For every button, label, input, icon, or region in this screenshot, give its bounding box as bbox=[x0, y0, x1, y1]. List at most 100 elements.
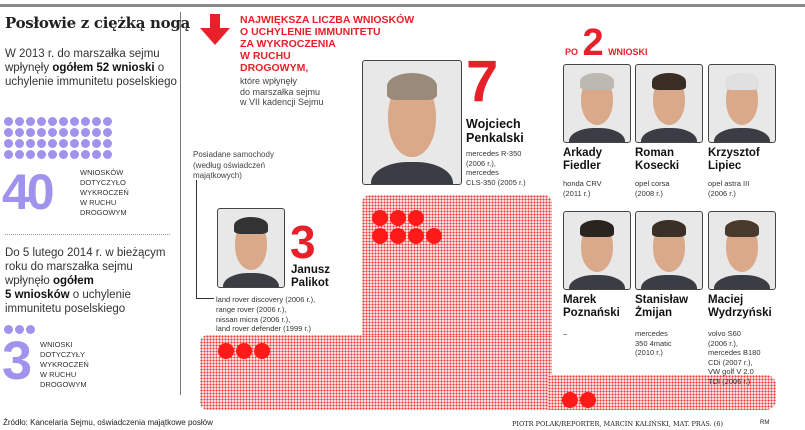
purple-dot bbox=[92, 128, 101, 137]
top-rule bbox=[0, 4, 805, 7]
name-penkalski: Wojciech Penkalski bbox=[466, 117, 524, 145]
text-line: majątkowych) bbox=[193, 171, 242, 180]
text-line: land rover discovery (2006 r.), bbox=[216, 295, 316, 304]
bold-text: 5 wniosków bbox=[5, 289, 70, 301]
count-3: 3 bbox=[290, 216, 316, 268]
purple-dot bbox=[92, 117, 101, 126]
purple-dot bbox=[26, 150, 35, 159]
red-dot bbox=[390, 210, 406, 226]
connector-line bbox=[196, 180, 197, 298]
text-line: WYKROCZEŃ bbox=[40, 360, 89, 369]
text-line: mercedes R-350 bbox=[466, 149, 522, 158]
photo-member bbox=[708, 64, 776, 143]
purple-dot bbox=[81, 139, 90, 148]
text-line: do marszałka sejmu bbox=[240, 86, 321, 97]
text-line: DOTYCZYŁY bbox=[40, 350, 86, 359]
purple-dot bbox=[59, 128, 68, 137]
label-wnioski: WNIOSKI bbox=[608, 47, 648, 57]
pattern-block bbox=[200, 335, 552, 410]
red-dot bbox=[426, 228, 442, 244]
purple-dot bbox=[26, 325, 35, 334]
member-name: Stanisław Żmijan bbox=[635, 294, 688, 320]
purple-dot bbox=[103, 128, 112, 137]
count-7: 7 bbox=[466, 49, 499, 114]
text: Do 5 lutego 2014 r. w bieżącym roku do m… bbox=[5, 247, 166, 287]
purple-dot bbox=[15, 139, 24, 148]
member-name: Krzysztof Lipiec bbox=[708, 147, 760, 173]
text-line: – bbox=[563, 329, 568, 338]
text-line: Kosecki bbox=[635, 160, 680, 172]
photo-member bbox=[563, 64, 631, 143]
text-line: (według oświadczeń bbox=[193, 160, 266, 170]
member-cars: volvo S60 (2006 r.), mercedes B180 CDi (200… bbox=[708, 329, 761, 386]
purple-dot bbox=[4, 117, 13, 126]
red-dot bbox=[236, 343, 252, 359]
headline: NAJWIĘKSZA LICZBA WNIOSKÓW O UCHYLENIE IM… bbox=[240, 14, 414, 74]
text-line: WNIOSKI bbox=[40, 340, 73, 349]
text: W 2013 r. do marszałka sejmu wpłynęły bbox=[5, 48, 160, 74]
bold-text: ogółem 52 wnioski bbox=[52, 62, 155, 74]
bold-text: ogółem bbox=[52, 275, 94, 287]
member-name: Marek Poznański bbox=[563, 294, 620, 320]
text-line: Żmijan bbox=[635, 307, 673, 319]
purple-dot bbox=[48, 128, 57, 137]
text-line: opel corsa bbox=[635, 179, 670, 188]
cars-label: Posiadane samochody (według oświadczeń maj… bbox=[193, 150, 274, 182]
member-cars: opel astra III (2006 r.) bbox=[708, 179, 749, 198]
text-line: (2011 r.) bbox=[563, 188, 591, 198]
photo-credits: PIOTR POLAK/REPORTER, MARCIN KALIŃSKI, M… bbox=[512, 420, 723, 428]
member-cars: opel corsa (2008 r.) bbox=[635, 179, 670, 198]
purple-dot bbox=[103, 150, 112, 159]
red-dot bbox=[562, 392, 578, 408]
text-line: Poznański bbox=[563, 307, 620, 319]
text-line: DOTYCZYŁO bbox=[80, 178, 126, 187]
purple-dot bbox=[26, 139, 35, 148]
purple-dot bbox=[37, 117, 46, 126]
page-title: Posłowie z ciężką nogą bbox=[5, 14, 190, 32]
text-line: mercedes B180 bbox=[708, 348, 761, 357]
photo-penkalski bbox=[362, 60, 462, 185]
purple-dot bbox=[70, 128, 79, 137]
cars-palikot: land rover discovery (2006 r.), range rov… bbox=[216, 295, 315, 334]
purple-dot bbox=[70, 139, 79, 148]
red-dot bbox=[390, 228, 406, 244]
purple-dot bbox=[4, 139, 13, 148]
source: Źródło: Kancelaria Sejmu, oświadczenia m… bbox=[3, 418, 213, 427]
purple-dot bbox=[92, 139, 101, 148]
connector-arrow bbox=[196, 298, 214, 299]
purple-dot bbox=[48, 117, 57, 126]
column-divider bbox=[180, 12, 181, 395]
text-line: Krzysztof bbox=[708, 147, 760, 159]
purple-dot bbox=[59, 150, 68, 159]
photo-member bbox=[635, 211, 703, 290]
text-line: (2008 r.) bbox=[635, 188, 663, 198]
photo-member bbox=[563, 211, 631, 290]
text-line: nissan micra (2006 r.), bbox=[216, 314, 291, 324]
text-line: DROGOWYM, bbox=[240, 62, 309, 74]
text-line: CLS-350 (2005 r.) bbox=[466, 177, 526, 187]
text-line: (2006 r.), bbox=[708, 338, 739, 348]
text-line: (2006 r.) bbox=[708, 188, 736, 198]
text-line: Arkady bbox=[563, 147, 602, 159]
purple-dot-grid-40 bbox=[4, 117, 112, 159]
text-line: W RUCHU bbox=[40, 370, 77, 379]
member-name: Arkady Fiedler bbox=[563, 147, 602, 173]
purple-dot bbox=[37, 139, 46, 148]
text-line: WYKROCZEŃ bbox=[80, 188, 129, 197]
big-number-40: 40 bbox=[2, 164, 55, 220]
purple-dot bbox=[59, 117, 68, 126]
photo-palikot bbox=[217, 208, 285, 288]
text-line: które wpłynęły bbox=[240, 76, 298, 86]
text-line: ZA WYKROCZENIA bbox=[240, 38, 336, 50]
purple-dot-grid-3 bbox=[4, 325, 112, 334]
purple-dot bbox=[4, 150, 13, 159]
caption-40: WNIOSKÓW DOTYCZYŁO WYKROCZEŃ W RUCHU DROGOWY… bbox=[80, 168, 129, 218]
purple-dot bbox=[26, 128, 35, 137]
text-line: O UCHYLENIE IMMUNITETU bbox=[240, 26, 381, 38]
member-name: Roman Kosecki bbox=[635, 147, 679, 173]
purple-dot bbox=[4, 325, 13, 334]
member-cars: honda CRV (2011 r.) bbox=[563, 179, 602, 198]
text-line: volvo S60 bbox=[708, 329, 741, 338]
text-line: honda CRV bbox=[563, 179, 602, 188]
purple-dot bbox=[15, 128, 24, 137]
